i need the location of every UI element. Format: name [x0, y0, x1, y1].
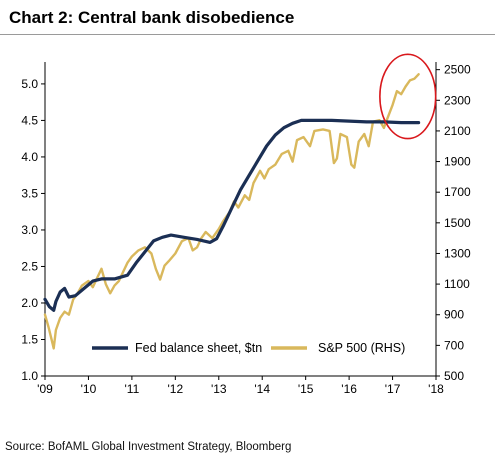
right-tick-label: 2500 — [444, 63, 471, 77]
x-tick-label: '17 — [385, 382, 401, 396]
x-tick-label: '18 — [428, 382, 444, 396]
x-tick-label: '13 — [211, 382, 227, 396]
title-divider — [0, 34, 495, 35]
left-tick-label: 3.0 — [21, 223, 38, 237]
x-tick-label: '09 — [37, 382, 53, 396]
chart-title: Chart 2: Central bank disobedience — [9, 8, 295, 27]
right-tick-label: 1900 — [444, 155, 471, 169]
left-tick-label: 4.0 — [21, 150, 38, 164]
fed-balance-sheet-line — [43, 118, 421, 312]
right-tick-label: 2100 — [444, 124, 471, 138]
right-tick-label: 700 — [444, 338, 464, 352]
right-tick-label: 900 — [444, 308, 464, 322]
left-tick-label: 2.0 — [21, 296, 38, 310]
x-tick-label: '10 — [81, 382, 97, 396]
left-tick-label: 4.5 — [21, 113, 38, 127]
x-tick-label: '16 — [341, 382, 357, 396]
chart-axes: 1.0 1.5 2.0 2.5 3.0 3.5 4.0 4.5 5.0 500 700 900 1100… — [21, 62, 471, 396]
highlight-circle — [379, 53, 437, 140]
legend-label: Fed balance sheet, $tn — [135, 341, 262, 355]
left-tick-label: 3.5 — [21, 186, 38, 200]
left-tick-label: 2.5 — [21, 259, 38, 273]
left-tick-label: 5.0 — [21, 77, 38, 91]
left-tick-label: 1.5 — [21, 332, 38, 346]
x-tick-label: '14 — [254, 382, 270, 396]
legend-label: S&P 500 (RHS) — [318, 341, 405, 355]
source-note: Source: BofAML Global Investment Strateg… — [5, 441, 292, 453]
x-tick-label: '12 — [168, 382, 184, 396]
left-tick-label: 1.0 — [21, 369, 38, 383]
right-tick-label: 1500 — [444, 216, 471, 230]
chart-series — [43, 73, 421, 350]
right-tick-label: 2300 — [444, 93, 471, 107]
x-tick-label: '15 — [298, 382, 314, 396]
chart-legend: Fed balance sheet, $tn S&P 500 (RHS) — [92, 341, 405, 355]
right-tick-label: 1100 — [444, 277, 470, 291]
chart-highlight — [379, 53, 437, 140]
right-tick-label: 500 — [444, 369, 464, 383]
right-tick-label: 1300 — [444, 246, 471, 260]
right-tick-label: 1700 — [444, 185, 471, 199]
x-tick-label: '11 — [125, 382, 140, 396]
